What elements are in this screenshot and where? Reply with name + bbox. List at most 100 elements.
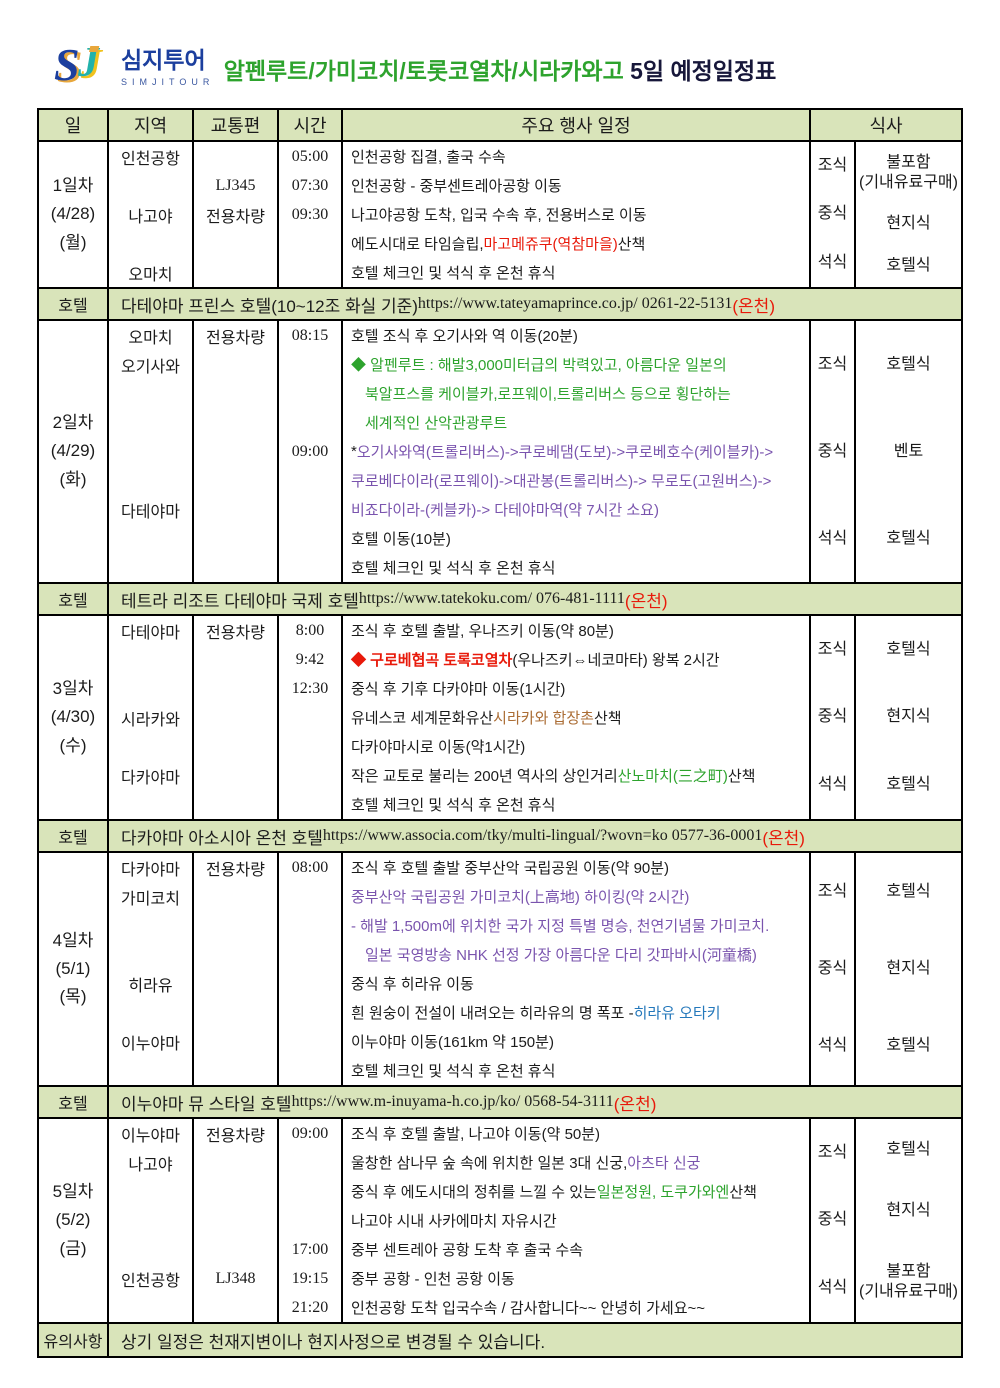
time-label bbox=[279, 350, 341, 379]
region-label bbox=[109, 171, 192, 200]
time-label bbox=[279, 1056, 341, 1085]
region-label bbox=[109, 911, 192, 940]
transport-column: LJ345 전용차량 bbox=[194, 142, 279, 287]
meal-value-column: 호텔식 현지식 호텔식 bbox=[856, 853, 961, 1085]
event-line: 비죠다이라-(케블카)-> 다테야마역(약 7시간 소요) bbox=[343, 495, 809, 524]
hotel-info: 다카야마 아소시아 온천 호텔 https://www.associa.com/… bbox=[109, 821, 961, 851]
text-segment: 마고메쥬쿠(역참마을) bbox=[483, 236, 618, 253]
region-label bbox=[109, 1206, 192, 1235]
day-row: 5일차 (5/2) (금) 이누야마 나고야 인천공항 전용차량 LJ348 09:00 17:0… bbox=[39, 1119, 961, 1324]
time-label: 09:00 bbox=[291, 1124, 329, 1142]
text-segment: ◆ 구로베협곡 토록코열차 bbox=[351, 652, 513, 669]
hotel-info: 이누야마 뮤 스타일 호텔 https://www.m-inuyama-h.co… bbox=[109, 1087, 961, 1117]
transport-label bbox=[194, 524, 277, 553]
transport-label bbox=[194, 408, 277, 437]
hotel-row-label: 호텔 bbox=[39, 821, 109, 851]
transport-label bbox=[194, 437, 277, 466]
meal-value: 현지식 bbox=[886, 1201, 931, 1219]
transport-label bbox=[194, 732, 277, 761]
text-segment: 아츠타 신궁 bbox=[627, 1155, 701, 1172]
region-label bbox=[109, 466, 192, 495]
meal-value: 호텔식 bbox=[886, 1140, 931, 1158]
time-label bbox=[279, 703, 341, 732]
time-label bbox=[279, 882, 341, 911]
day-cell-line: 1일차 bbox=[52, 176, 94, 196]
hotel-info: 테트라 리조트 다테야마 국제 호텔 https://www.tatekoku.… bbox=[109, 584, 961, 614]
transport-label bbox=[194, 998, 277, 1027]
onsen-badge: (온천) bbox=[624, 591, 668, 611]
day-cell: 5일차 (5/2) (금) bbox=[39, 1119, 109, 1322]
meal-value: 현지식 bbox=[886, 708, 931, 726]
meal-label: 석식 bbox=[817, 776, 848, 794]
meal-label: 중식 bbox=[817, 708, 848, 726]
transport-label bbox=[194, 1177, 277, 1206]
event-line: ◆ 구로베협곡 토록코열차 (우나즈키⇔네코마타) 왕복 2시간 bbox=[343, 645, 809, 674]
time-label: 09:30 bbox=[291, 205, 329, 223]
transport-label bbox=[194, 495, 277, 524]
day-row: 4일차 (5/1) (목) 다카야마 가미코치 히라유 이누야마 전용차량 08:00 조식 후 … bbox=[39, 853, 961, 1087]
day-cell-line: 5일차 bbox=[52, 1182, 94, 1202]
meals-cell: 조식 중식 석식 호텔식 현지식 불포함 (기내유료구매) bbox=[811, 1119, 961, 1322]
meals-cell: 조식 중식 석식 불포함 (기내유료구매) 현지식 호텔식 bbox=[811, 142, 961, 287]
text-segment: (우나즈키⇔네코마타) 왕복 2시간 bbox=[512, 652, 720, 669]
hotel-url-phone: https://www.tateyamaprince.co.jp/ 0261-2… bbox=[417, 295, 733, 312]
transport-label: 전용차량 bbox=[206, 208, 265, 226]
region-label: 오기사와 bbox=[121, 358, 180, 376]
meal-value-column: 호텔식 벤토 호텔식 bbox=[856, 321, 961, 582]
notice-label: 유의사항 bbox=[39, 1324, 109, 1356]
region-label: 다테야마 bbox=[121, 503, 180, 521]
time-label bbox=[279, 379, 341, 408]
meal-label: 중식 bbox=[817, 1211, 848, 1229]
region-label: 다카야마 bbox=[121, 861, 180, 879]
region-label bbox=[109, 1235, 192, 1264]
region-label: 인천공항 bbox=[121, 150, 180, 168]
day-cell-line: (5/1) bbox=[55, 958, 91, 978]
region-label: 가미코치 bbox=[121, 890, 180, 908]
transport-label bbox=[194, 1235, 277, 1264]
event-line: 인천공항 - 중부센트레아공항 이동 bbox=[343, 171, 809, 200]
time-label bbox=[279, 1177, 341, 1206]
time-label bbox=[279, 732, 341, 761]
text-segment: 인천공항 - 중부센트레아공항 이동 bbox=[351, 178, 562, 195]
transport-label bbox=[194, 1056, 277, 1085]
transport-label bbox=[194, 674, 277, 703]
event-line: 호텔 체크인 및 석식 후 온천 휴식 bbox=[343, 1056, 809, 1085]
meal-label: 중식 bbox=[817, 442, 848, 460]
transport-label bbox=[194, 466, 277, 495]
transport-column: 전용차량 bbox=[194, 853, 279, 1085]
meal-label: 조식 bbox=[817, 1143, 848, 1161]
day-cell: 2일차 (4/29) (화) bbox=[39, 321, 109, 582]
hotel-row-label: 호텔 bbox=[39, 1087, 109, 1117]
table-header-row: 일 지역 교통편 시간 주요 행사 일정 식사 bbox=[39, 110, 961, 142]
col-header-events: 주요 행사 일정 bbox=[343, 110, 811, 140]
time-label bbox=[279, 761, 341, 790]
logo-brand-text: 심지투어 bbox=[121, 47, 206, 73]
col-header-region: 지역 bbox=[109, 110, 194, 140]
region-label bbox=[109, 1177, 192, 1206]
text-segment: 중부산악 국립공원 가미코치(上高地) 하이킹(약 2시간) bbox=[351, 889, 690, 906]
hotel-row-label: 호텔 bbox=[39, 289, 109, 319]
hotel-row: 호텔 이누야마 뮤 스타일 호텔 https://www.m-inuyama-h… bbox=[39, 1087, 961, 1119]
transport-label: LJ345 bbox=[215, 176, 256, 194]
day-cell-line: 3일차 bbox=[52, 679, 94, 699]
event-line: 쿠로베다이라(로프웨이)->대관봉(트롤리버스)-> 무로도(고원버스)-> bbox=[343, 466, 809, 495]
event-line: 울창한 삼나무 숲 속에 위치한 일본 3대 신궁, 아츠타 신궁 bbox=[343, 1148, 809, 1177]
hotel-url-phone: https://www.m-inuyama-h.co.jp/ko/ 0568-5… bbox=[291, 1093, 614, 1110]
transport-label bbox=[194, 229, 277, 258]
meal-value: 불포함 (기내유료구매) bbox=[859, 153, 958, 191]
transport-label bbox=[194, 969, 277, 998]
text-segment: 호텔 조식 후 오기사와 역 이동(20분) bbox=[351, 328, 578, 345]
event-line: 세계적인 산악관광루트 bbox=[343, 408, 809, 437]
transport-label: 전용차량 bbox=[206, 861, 265, 879]
time-label bbox=[279, 969, 341, 998]
meal-value: 호텔식 bbox=[886, 529, 931, 547]
day-cell-line: (4/30) bbox=[50, 707, 96, 727]
time-column: 08:00 bbox=[279, 853, 343, 1085]
event-line: 중식 후 히라유 이동 bbox=[343, 969, 809, 998]
event-line: 조식 후 호텔 출발, 우나즈키 이동(약 80분) bbox=[343, 616, 809, 645]
text-segment: 중식 후 히라유 이동 bbox=[351, 976, 474, 993]
region-label: 다카야마 bbox=[121, 769, 180, 787]
meal-value: 호텔식 bbox=[886, 776, 931, 794]
region-label: 이누야마 bbox=[121, 1127, 180, 1145]
page-title: 알펜루트/가미코치/토롯코열차/시라카와고 5일 예정일정표 bbox=[0, 52, 1000, 86]
